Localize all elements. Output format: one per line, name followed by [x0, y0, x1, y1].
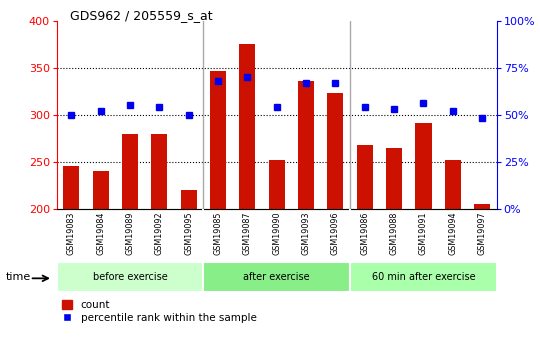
Text: GDS962 / 205559_s_at: GDS962 / 205559_s_at — [70, 9, 213, 22]
Text: after exercise: after exercise — [244, 272, 310, 282]
Text: before exercise: before exercise — [93, 272, 167, 282]
Text: GSM19083: GSM19083 — [67, 211, 76, 255]
Text: GSM19087: GSM19087 — [243, 211, 252, 255]
Text: GSM19089: GSM19089 — [125, 211, 134, 255]
Bar — [298, 81, 314, 209]
Text: time: time — [5, 272, 31, 282]
Text: 60 min after exercise: 60 min after exercise — [372, 272, 475, 282]
Bar — [239, 44, 255, 209]
Text: GSM19086: GSM19086 — [360, 211, 369, 255]
Bar — [210, 70, 226, 209]
Bar — [445, 160, 461, 209]
Text: GSM19085: GSM19085 — [214, 211, 222, 255]
Bar — [415, 123, 431, 209]
Bar — [63, 166, 79, 209]
Bar — [151, 134, 167, 209]
Text: GSM19090: GSM19090 — [272, 211, 281, 255]
Bar — [93, 171, 109, 209]
Text: GSM19088: GSM19088 — [389, 211, 399, 255]
Text: GSM19084: GSM19084 — [96, 211, 105, 255]
Bar — [386, 148, 402, 209]
Bar — [57, 262, 204, 292]
Text: GSM19092: GSM19092 — [155, 211, 164, 255]
Text: GSM19095: GSM19095 — [184, 211, 193, 255]
Bar — [474, 204, 490, 209]
Bar — [269, 160, 285, 209]
Bar — [122, 134, 138, 209]
Bar — [350, 262, 497, 292]
Legend: count, percentile rank within the sample: count, percentile rank within the sample — [62, 300, 256, 323]
Bar — [357, 145, 373, 209]
Text: GSM19094: GSM19094 — [448, 211, 457, 255]
Text: GSM19091: GSM19091 — [419, 211, 428, 255]
Bar — [204, 262, 350, 292]
Text: GSM19096: GSM19096 — [331, 211, 340, 255]
Text: GSM19093: GSM19093 — [301, 211, 310, 255]
Bar — [327, 93, 343, 209]
Bar — [181, 190, 197, 209]
Text: GSM19097: GSM19097 — [477, 211, 487, 255]
